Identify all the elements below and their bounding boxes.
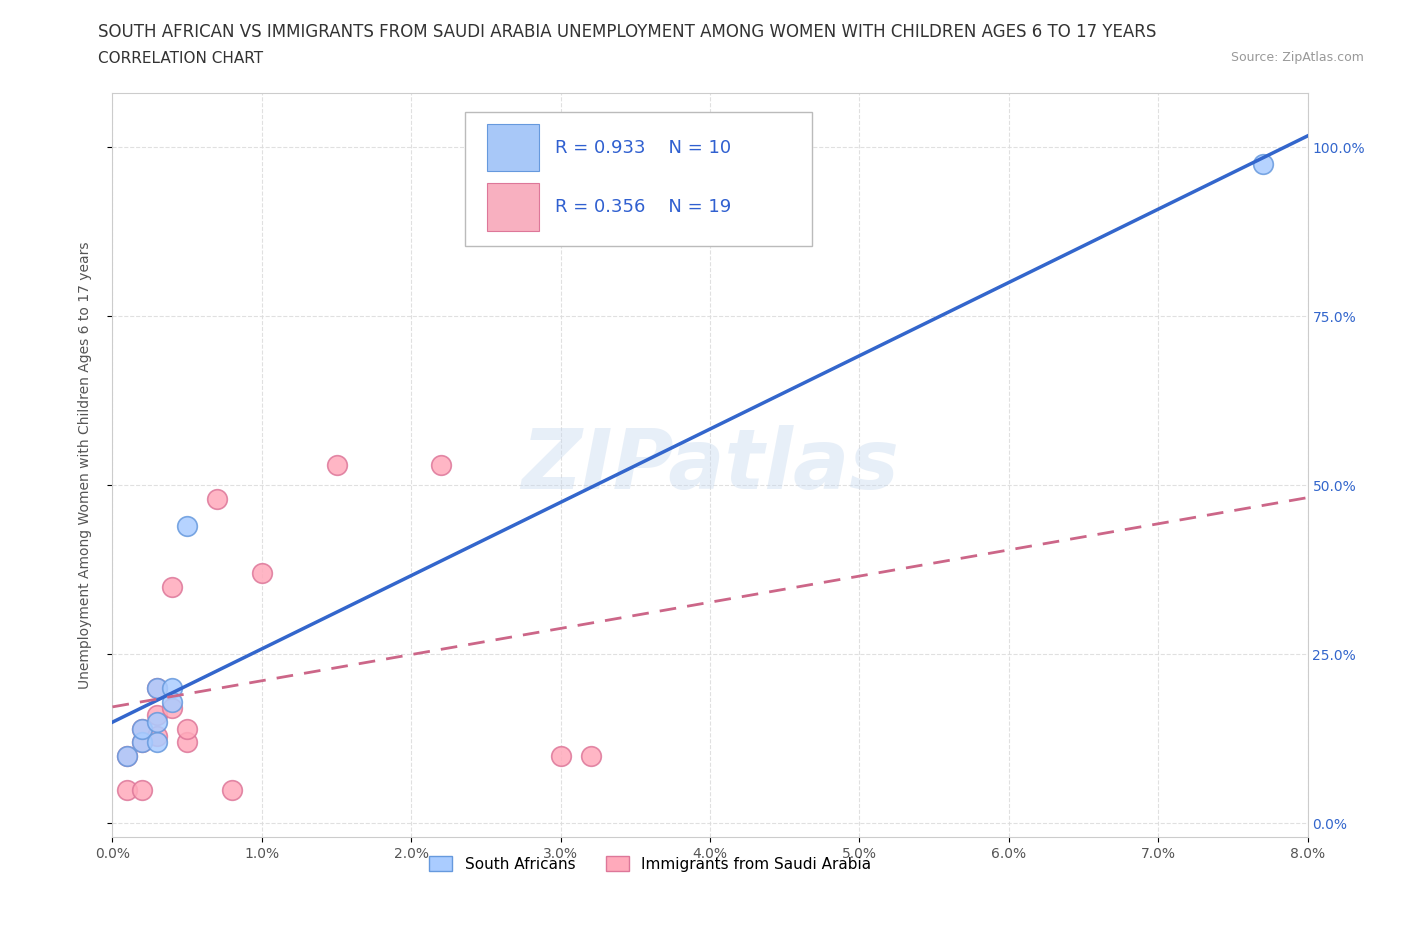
Point [250,565,273,580]
Point [162,579,183,594]
Point [162,695,183,710]
Point [1251,156,1274,171]
FancyBboxPatch shape [465,112,811,246]
Point [146,681,169,696]
FancyBboxPatch shape [486,124,538,171]
Point [117,749,139,764]
Point [146,708,169,723]
Point [131,722,153,737]
Text: CORRELATION CHART: CORRELATION CHART [98,51,263,66]
Text: SOUTH AFRICAN VS IMMIGRANTS FROM SAUDI ARABIA UNEMPLOYMENT AMONG WOMEN WITH CHIL: SOUTH AFRICAN VS IMMIGRANTS FROM SAUDI A… [98,23,1157,41]
Point [221,782,243,797]
Point [176,722,198,737]
Point [131,782,153,797]
Point [131,735,153,750]
Point [325,458,347,472]
FancyBboxPatch shape [486,183,538,231]
Point [176,518,198,533]
Point [579,749,602,764]
Text: ZIPatlas: ZIPatlas [522,424,898,506]
Point [131,722,153,737]
Point [205,491,228,506]
Legend: South Africans, Immigrants from Saudi Arabia: South Africans, Immigrants from Saudi Ar… [423,849,877,878]
Point [550,749,572,764]
Text: R = 0.356    N = 19: R = 0.356 N = 19 [554,198,731,216]
Text: R = 0.933    N = 10: R = 0.933 N = 10 [554,139,731,156]
Text: Source: ZipAtlas.com: Source: ZipAtlas.com [1230,51,1364,64]
Point [146,681,169,696]
Point [117,782,139,797]
Point [117,749,139,764]
Point [162,681,183,696]
Point [146,714,169,729]
Y-axis label: Unemployment Among Women with Children Ages 6 to 17 years: Unemployment Among Women with Children A… [77,241,91,689]
Point [146,735,169,750]
Point [131,735,153,750]
Point [430,458,453,472]
Point [176,735,198,750]
Point [162,701,183,716]
Point [146,728,169,743]
